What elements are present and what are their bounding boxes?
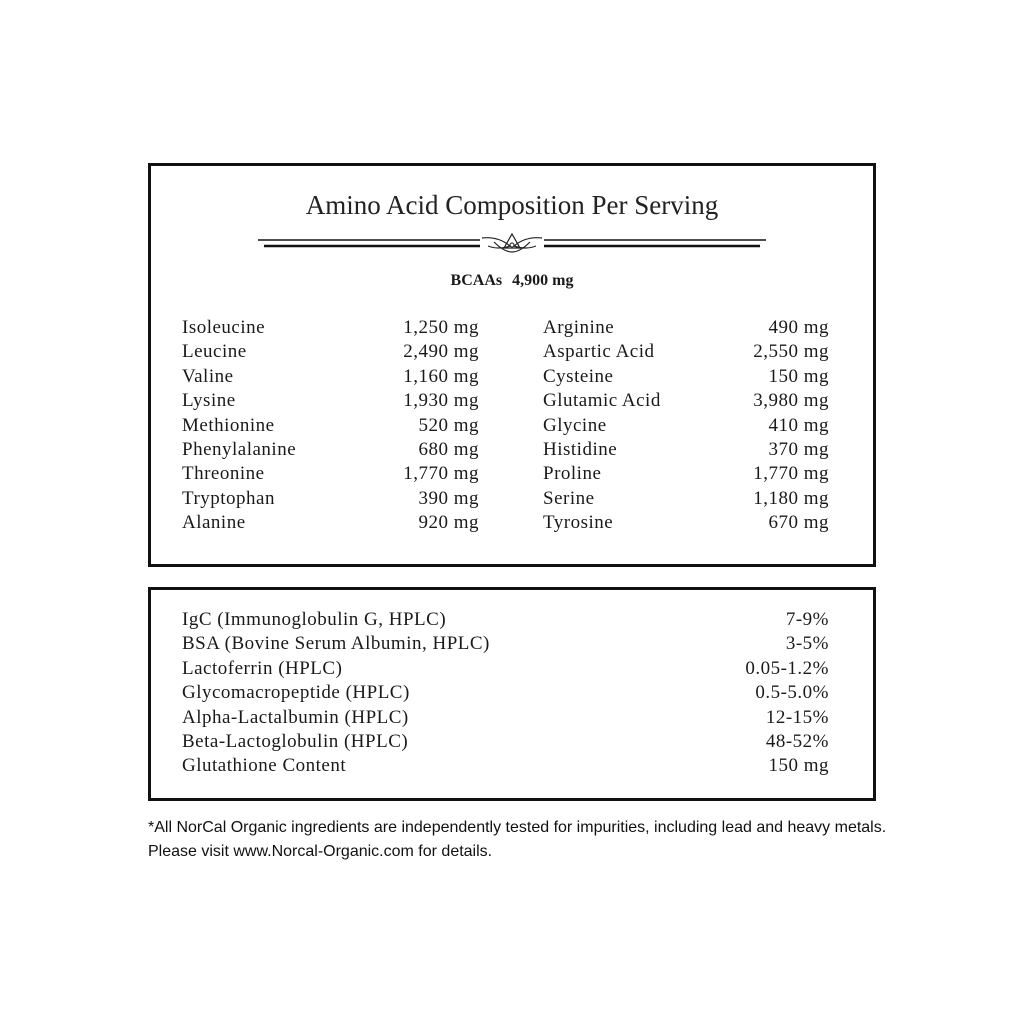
item-name: Valine — [182, 365, 234, 387]
item-name: Glutamic Acid — [543, 390, 661, 412]
item-value: 48-52% — [765, 731, 829, 752]
list-item: Alpha-Lactalbumin (HPLC) 12-15% — [182, 706, 829, 730]
list-item: Aspartic Acid 2,550 mg — [543, 340, 829, 364]
list-item: Lactoferrin (HPLC) 0.05-1.2% — [182, 657, 829, 681]
item-value: 1,180 mg — [753, 487, 829, 509]
list-item: Methionine 520 mg — [182, 414, 479, 438]
amino-acid-panel — [148, 163, 876, 567]
item-name: Glycine — [543, 414, 607, 436]
item-value: 1,930 mg — [403, 390, 479, 412]
item-value: 0.05-1.2% — [745, 657, 829, 679]
list-item: BSA (Bovine Serum Albumin, HPLC) 3-5% — [182, 632, 829, 656]
panel-title: Amino Acid Composition Per Serving — [305, 190, 719, 220]
list-item: Glutathione Content 150 mg — [182, 754, 829, 778]
bcaa-value: 4,900 mg — [512, 272, 574, 289]
item-value: 7-9% — [785, 609, 829, 630]
item-value: 3-5% — [785, 633, 829, 655]
item-name: IgC (Immunoglobulin G, HPLC) — [182, 609, 447, 630]
item-name: Glutathione Content — [182, 755, 347, 777]
list-item: Leucine 2,490 mg — [182, 340, 479, 364]
item-value: 150 mg — [768, 755, 829, 777]
list-item: Glutamic Acid 3,980 mg — [543, 389, 829, 413]
item-name: Leucine — [182, 341, 247, 363]
item-name: Tyrosine — [543, 512, 614, 534]
item-name: Tryptophan — [182, 487, 275, 509]
item-name: Phenylalanine — [182, 439, 297, 460]
bcaa-total: BCAAs 4,900 mg — [0, 272, 1024, 290]
item-name: Cysteine — [543, 365, 614, 387]
item-name: Glycomacropeptide (HPLC) — [182, 682, 410, 704]
list-item: Cysteine 150 mg — [543, 365, 829, 389]
item-value: 1,160 mg — [403, 365, 479, 387]
list-item: Isoleucine 1,250 mg — [182, 316, 479, 340]
item-name: Lysine — [182, 390, 236, 412]
list-item: Tryptophan 390 mg — [182, 487, 479, 511]
list-item: Valine 1,160 mg — [182, 365, 479, 389]
item-name: Methionine — [182, 414, 275, 436]
item-name: Arginine — [543, 317, 615, 338]
list-item: Tyrosine 670 mg — [543, 511, 829, 535]
item-value: 410 mg — [768, 414, 829, 436]
list-item: Lysine 1,930 mg — [182, 389, 479, 413]
list-item: Threonine 1,770 mg — [182, 462, 479, 486]
list-item: Serine 1,180 mg — [543, 487, 829, 511]
list-item: IgC (Immunoglobulin G, HPLC) 7-9% — [182, 608, 829, 632]
item-name: Histidine — [543, 439, 618, 460]
item-name: Isoleucine — [182, 317, 266, 338]
item-value: 490 mg — [768, 317, 829, 338]
footnote: *All NorCal Organic ingredients are inde… — [148, 819, 887, 860]
item-value: 1,770 mg — [753, 463, 829, 485]
list-item: Alanine 920 mg — [182, 511, 479, 535]
item-value: 12-15% — [765, 706, 829, 728]
list-item: Proline 1,770 mg — [543, 462, 829, 486]
item-name: Alanine — [182, 512, 246, 534]
item-name: BSA (Bovine Serum Albumin, HPLC) — [182, 633, 490, 655]
item-name: Threonine — [182, 463, 265, 485]
item-value: 680 mg — [418, 439, 479, 460]
item-value: 2,550 mg — [753, 341, 829, 363]
list-item: Phenylalanine 680 mg — [182, 438, 479, 462]
item-name: Proline — [543, 463, 602, 485]
list-item: Histidine 370 mg — [543, 438, 829, 462]
list-item: Glycine 410 mg — [543, 414, 829, 438]
item-value: 1,250 mg — [403, 317, 479, 338]
item-name: Serine — [543, 487, 595, 509]
protein-fractions-panel — [148, 587, 876, 801]
item-name: Lactoferrin (HPLC) — [182, 657, 343, 679]
ornament-divider-icon — [258, 232, 766, 254]
item-name: Aspartic Acid — [543, 341, 655, 363]
item-value: 920 mg — [418, 512, 479, 534]
item-value: 1,770 mg — [403, 463, 479, 485]
item-value: 670 mg — [768, 512, 829, 534]
item-value: 150 mg — [768, 365, 829, 387]
list-item: Arginine 490 mg — [543, 316, 829, 340]
list-item: Beta-Lactoglobulin (HPLC) 48-52% — [182, 730, 829, 754]
item-value: 390 mg — [418, 487, 479, 509]
item-value: 3,980 mg — [753, 390, 829, 412]
bcaa-label: BCAAs — [450, 272, 503, 289]
item-name: Alpha-Lactalbumin (HPLC) — [182, 706, 409, 728]
item-value: 520 mg — [418, 414, 479, 436]
item-value: 370 mg — [768, 439, 829, 460]
item-value: 0.5-5.0% — [755, 682, 829, 704]
list-item: Glycomacropeptide (HPLC) 0.5-5.0% — [182, 681, 829, 705]
item-value: 2,490 mg — [403, 341, 479, 363]
item-name: Beta-Lactoglobulin (HPLC) — [182, 731, 409, 752]
